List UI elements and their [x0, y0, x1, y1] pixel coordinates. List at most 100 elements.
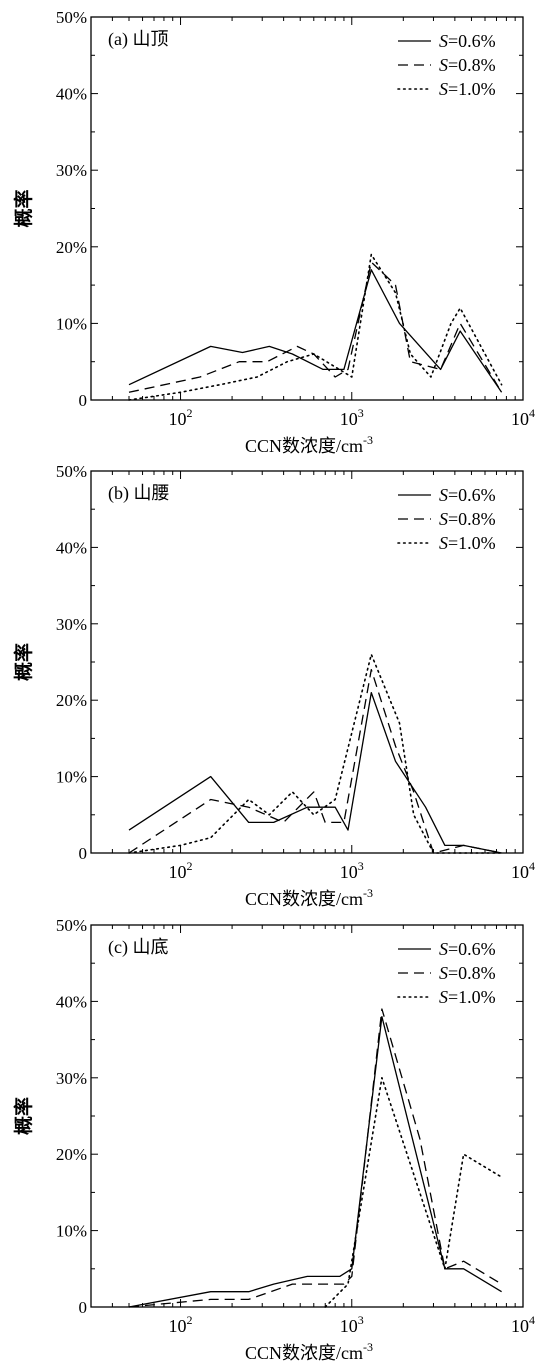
- y-tick-label: 40%: [56, 538, 87, 557]
- chart-panel-1: 010%20%30%40%50%102 103 104CCN数浓度/cm-3概率(a…: [12, 8, 535, 456]
- x-tick-exponent: 3: [358, 406, 364, 420]
- x-tick-label: 103: [340, 859, 364, 882]
- legend-label-1: S=0.6%: [439, 485, 496, 505]
- legend-label-var: S: [439, 79, 448, 99]
- y-tick-label: 50%: [56, 462, 87, 481]
- x-tick-exponent: 3: [358, 859, 364, 873]
- legend-label-var: S: [439, 939, 448, 959]
- x-tick-label: 103: [340, 1313, 364, 1336]
- y-tick-label: 30%: [56, 1069, 87, 1088]
- x-axis-label-sup: -3: [363, 886, 373, 900]
- series-line-1: [128, 269, 503, 393]
- chart-panel-3: 010%20%30%40%50%102 103 104CCN数浓度/cm-3概率(c…: [12, 916, 535, 1363]
- y-tick-label: 10%: [56, 1222, 87, 1241]
- y-axis-label: 概率: [12, 1097, 35, 1135]
- legend-label-value: =0.8%: [448, 55, 496, 75]
- legend-label-var: S: [439, 533, 448, 553]
- legend-label-var: S: [439, 31, 448, 51]
- legend-label-2: S=0.8%: [439, 509, 496, 529]
- x-tick-base: 10: [169, 862, 187, 882]
- x-tick-exponent: 4: [529, 1313, 535, 1327]
- x-tick-base: 10: [169, 409, 187, 429]
- x-tick-base: 10: [340, 862, 358, 882]
- x-tick-label: 102: [169, 406, 193, 429]
- x-tick-label: 104: [511, 859, 535, 882]
- y-tick-label: 20%: [56, 238, 87, 257]
- legend-label-3: S=1.0%: [439, 987, 496, 1007]
- legend-label-var: S: [439, 987, 448, 1007]
- y-tick-label: 50%: [56, 916, 87, 935]
- x-axis-label-sup: -3: [363, 1340, 373, 1354]
- x-tick-label: 102: [169, 859, 193, 882]
- x-tick-base: 10: [511, 862, 529, 882]
- series-line-3: [128, 653, 503, 854]
- legend-label-var: S: [439, 509, 448, 529]
- y-axis-label: 概率: [12, 643, 35, 681]
- x-tick-exponent: 2: [187, 859, 193, 873]
- y-tick-label: 50%: [56, 8, 87, 27]
- legend-label-var: S: [439, 485, 448, 505]
- x-tick-base: 10: [511, 409, 529, 429]
- legend-label-2: S=0.8%: [439, 55, 496, 75]
- series-line-3: [324, 1077, 503, 1308]
- legend-label-value: =0.6%: [448, 31, 496, 51]
- x-tick-label: 102: [169, 1313, 193, 1336]
- y-tick-label: 10%: [56, 314, 87, 333]
- x-axis-label: CCN数浓度/cm-3: [245, 433, 373, 456]
- legend-label-var: S: [439, 55, 448, 75]
- x-tick-exponent: 3: [358, 1313, 364, 1327]
- panel-label: (a) 山顶: [108, 29, 168, 50]
- series-line-1: [128, 1016, 502, 1308]
- y-tick-label: 10%: [56, 768, 87, 787]
- y-tick-label: 20%: [56, 691, 87, 710]
- x-tick-base: 10: [340, 1316, 358, 1336]
- x-tick-base: 10: [511, 1316, 529, 1336]
- x-tick-exponent: 4: [529, 859, 535, 873]
- x-tick-exponent: 4: [529, 406, 535, 420]
- x-tick-exponent: 2: [187, 1313, 193, 1327]
- legend-label-value: =1.0%: [448, 533, 496, 553]
- y-tick-label: 0: [79, 1298, 88, 1317]
- y-tick-label: 30%: [56, 161, 87, 180]
- legend-label-value: =0.6%: [448, 485, 496, 505]
- panel-label: (b) 山腰: [108, 483, 170, 504]
- y-axis-label: 概率: [12, 189, 35, 227]
- legend-label-3: S=1.0%: [439, 533, 496, 553]
- y-tick-label: 0: [79, 391, 88, 410]
- y-tick-label: 40%: [56, 992, 87, 1011]
- x-tick-label: 104: [511, 1313, 535, 1336]
- legend-label-value: =0.8%: [448, 963, 496, 983]
- series-line-1: [128, 691, 502, 854]
- chart-panel-2: 010%20%30%40%50%102 103 104CCN数浓度/cm-3概率(b…: [12, 462, 535, 909]
- y-tick-label: 0: [79, 844, 88, 863]
- x-tick-base: 10: [169, 1316, 187, 1336]
- x-axis-label-text: CCN数浓度/cm: [245, 436, 363, 456]
- x-tick-base: 10: [340, 409, 358, 429]
- x-tick-label: 104: [511, 406, 535, 429]
- legend-label-1: S=0.6%: [439, 939, 496, 959]
- legend-label-value: =1.0%: [448, 79, 496, 99]
- x-tick-label: 103: [340, 406, 364, 429]
- legend-label-1: S=0.6%: [439, 31, 496, 51]
- x-axis-label-text: CCN数浓度/cm: [245, 1343, 363, 1363]
- legend-label-2: S=0.8%: [439, 963, 496, 983]
- y-tick-label: 40%: [56, 85, 87, 104]
- x-axis-label: CCN数浓度/cm-3: [245, 886, 373, 909]
- legend-label-value: =1.0%: [448, 987, 496, 1007]
- x-tick-exponent: 2: [187, 406, 193, 420]
- x-axis-label: CCN数浓度/cm-3: [245, 1340, 373, 1363]
- legend-label-value: =0.6%: [448, 939, 496, 959]
- legend-label-var: S: [439, 963, 448, 983]
- panel-label: (c) 山底: [108, 937, 168, 958]
- x-axis-label-sup: -3: [363, 433, 373, 447]
- legend-label-value: =0.8%: [448, 509, 496, 529]
- series-line-3: [128, 253, 503, 401]
- series-line-2: [128, 668, 502, 854]
- y-tick-label: 20%: [56, 1145, 87, 1164]
- y-tick-label: 30%: [56, 615, 87, 634]
- series-line-2: [128, 1008, 502, 1308]
- series-line-2: [128, 261, 503, 393]
- legend-label-3: S=1.0%: [439, 79, 496, 99]
- x-axis-label-text: CCN数浓度/cm: [245, 889, 363, 909]
